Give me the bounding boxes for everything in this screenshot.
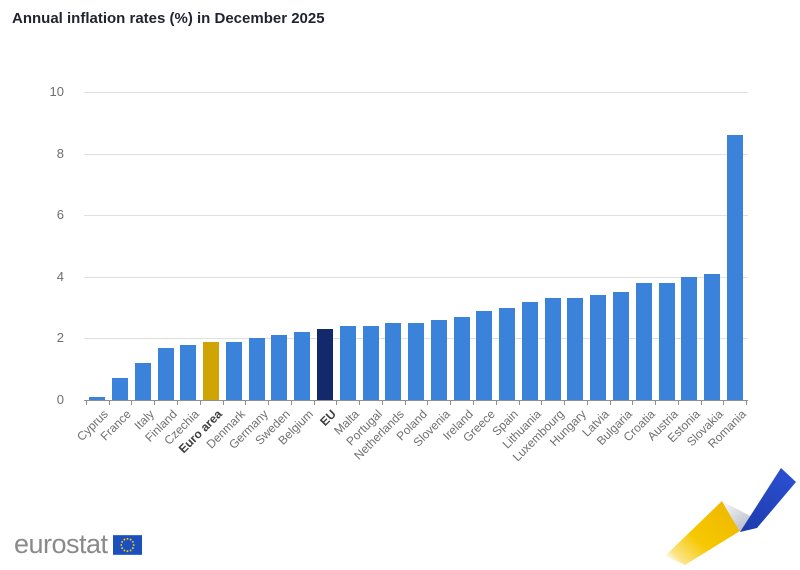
x-axis-tick: [632, 401, 634, 405]
bar-italy: [134, 363, 151, 400]
x-axis-tick: [268, 401, 270, 405]
x-axis-tick: [564, 401, 566, 405]
bar-hungary: [567, 298, 584, 400]
x-axis-tick: [199, 401, 201, 405]
bar-poland: [408, 323, 425, 400]
x-axis-tick: [154, 401, 156, 405]
bar-romania: [726, 135, 743, 400]
x-axis-tick: [176, 401, 178, 405]
y-axis-tick-label: 0: [56, 392, 64, 407]
x-axis-tick: [131, 401, 133, 405]
bar-luxembourg: [544, 298, 561, 400]
y-axis-tick-label: 10: [49, 84, 64, 100]
bar-slovakia: [704, 273, 721, 400]
x-axis-tick: [359, 401, 361, 405]
bar-eu: [317, 329, 333, 400]
x-axis-tick: [313, 401, 315, 405]
x-axis-tick: [381, 401, 383, 405]
bar-malta: [339, 326, 356, 400]
x-axis-tick: [495, 401, 497, 405]
bar-cyprus: [89, 396, 106, 400]
bar-ireland: [453, 316, 470, 400]
x-axis-line: [84, 400, 748, 401]
y-gridline: [84, 276, 748, 278]
y-gridline: [84, 92, 748, 94]
bar-sweden: [271, 335, 288, 400]
y-gridline: [84, 215, 748, 217]
eurostat-logo: eurostat: [14, 531, 142, 558]
x-axis-tick: [427, 401, 429, 405]
x-axis-tick: [245, 401, 247, 405]
bar-lithuania: [521, 301, 538, 400]
bar-belgium: [294, 332, 311, 400]
x-axis-tick: [222, 401, 224, 405]
bar-portugal: [362, 326, 379, 400]
bar-spain: [499, 307, 516, 400]
bar-greece: [476, 310, 493, 400]
x-axis-tick: [404, 401, 406, 405]
y-gridline: [84, 153, 748, 155]
x-axis-tick: [655, 401, 657, 405]
bar-denmark: [225, 341, 242, 400]
x-axis-tick: [586, 401, 588, 405]
y-axis-tick-label: 6: [56, 207, 64, 223]
x-axis-tick: [473, 401, 474, 405]
chart-title: Annual inflation rates (%) in December 2…: [12, 10, 325, 27]
bar-bulgaria: [613, 292, 629, 400]
x-axis-tick: [450, 401, 452, 405]
x-axis-tick: [677, 401, 679, 405]
bar-latvia: [590, 295, 607, 400]
bar-netherlands: [385, 323, 402, 400]
y-axis-tick-label: 4: [56, 268, 64, 284]
x-axis-tick: [609, 401, 611, 405]
y-axis-tick-label: 8: [56, 145, 64, 161]
x-axis-tick: [290, 401, 292, 405]
bar-austria: [658, 283, 675, 400]
bar-slovenia: [430, 319, 447, 400]
trend-ribbon-decoration: [665, 468, 796, 565]
x-axis-tick: [85, 401, 87, 405]
bar-euro-area: [203, 341, 220, 400]
x-axis-tick: [723, 401, 725, 405]
bar-france: [112, 378, 129, 400]
bar-chart-plot-area: 0 2 4 6 8 10 Cyprus France Italy Finland Czechia Eu…: [49, 84, 749, 464]
x-axis-tick: [336, 401, 338, 405]
y-axis-tick-label: 2: [56, 330, 64, 346]
eu-flag-icon: [112, 534, 142, 555]
x-axis-tick: [108, 401, 110, 405]
bar-croatia: [635, 283, 652, 400]
x-axis-tick: [746, 401, 748, 405]
x-axis-tick: [700, 401, 702, 405]
eurostat-logo-text: eurostat: [14, 529, 108, 559]
bar-germany: [248, 338, 265, 400]
bar-estonia: [681, 276, 698, 400]
bar-finland: [157, 347, 174, 400]
bar-czechia: [180, 344, 197, 400]
x-axis-tick: [541, 401, 543, 405]
x-axis-tick: [518, 401, 520, 405]
